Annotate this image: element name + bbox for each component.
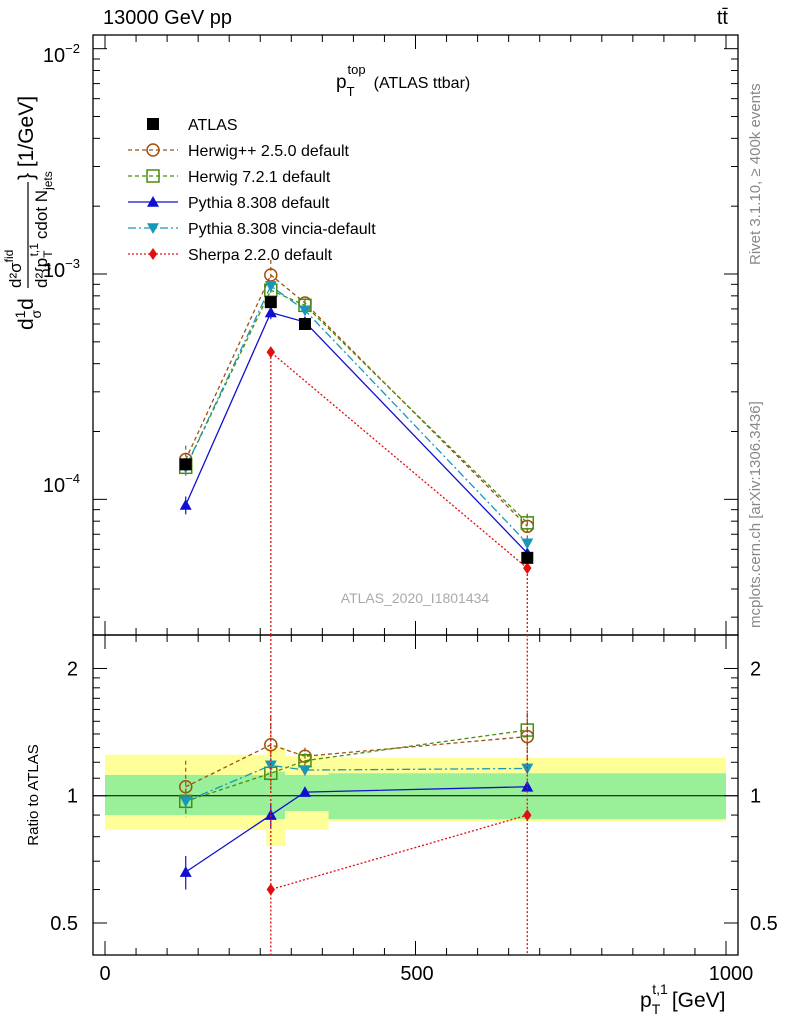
series-point (298, 305, 311, 317)
plot-title-sup: top (348, 62, 366, 77)
mcplots-label: mcplots.cern.ch [arXiv:1306.3436] (747, 401, 764, 628)
ratio-point (521, 763, 534, 775)
ratio-series-line (270, 635, 528, 891)
plot-title: pTtop (ATLAS ttbar) (336, 62, 470, 99)
x-label-unit: [GeV] (672, 989, 726, 1012)
ratio-tick-label-left: 0.5 (50, 913, 78, 935)
process-label: tt̄ (717, 7, 729, 29)
y-label-frac1-num: 1 (12, 310, 28, 318)
plot-title-suffix: (ATLAS ttbar) (374, 75, 471, 92)
series-point (264, 268, 278, 282)
ratio-tick-label-left: 1 (67, 786, 78, 808)
ratio-axis-ticks (93, 667, 738, 924)
ratio-point (179, 866, 192, 877)
y-main-tick-label: 10−4 (43, 471, 80, 497)
legend-marker (147, 196, 159, 207)
series-point (523, 562, 532, 575)
x-label-T: T (652, 1001, 661, 1017)
legend-label: Sherpa 2.2.0 default (188, 247, 333, 264)
y-ratio-axis-label: Ratio to ATLAS (25, 744, 42, 845)
ratio-point (521, 780, 534, 792)
ratio-point (298, 786, 311, 797)
series-point (521, 538, 534, 550)
y-label-unit: } [1/GeV] (15, 96, 38, 180)
x-label-t1: t,1 (652, 981, 668, 997)
y-label-fid: fid (2, 250, 16, 263)
y-main-tick-label: 10−2 (43, 41, 80, 67)
y-label-T: T (41, 250, 55, 258)
ratio-tick-label-right: 0.5 (750, 913, 778, 935)
series-line (185, 284, 528, 544)
series-line (185, 311, 528, 554)
legend-label: Pythia 8.308 default (188, 195, 330, 212)
y-label-d2: d (15, 298, 38, 310)
legend-label: ATLAS (188, 117, 238, 134)
legend-marker (147, 223, 159, 234)
legend-label: Herwig++ 2.5.0 default (188, 143, 350, 160)
y-label-frac2-den: d²{pTt,1cdot Njets (27, 171, 55, 288)
legend-marker (147, 118, 159, 130)
x-axis-label: pTt,1 [GeV] (640, 981, 726, 1017)
series-point (264, 281, 277, 292)
y-label-d: d (15, 318, 38, 330)
legend-label: Pythia 8.308 vincia-default (188, 221, 376, 238)
ratio-tick-label-right: 1 (750, 786, 761, 808)
data-point (521, 551, 534, 564)
series-line (270, 350, 528, 635)
legend-marker (148, 248, 158, 260)
plot-title-main: p (336, 72, 347, 93)
ratio-tick-label-right: 2 (750, 658, 761, 680)
ratio-point (264, 760, 277, 772)
series-line (185, 273, 528, 527)
series-line (185, 289, 528, 524)
ratio-series-line (185, 786, 528, 873)
legend-label: Herwig 7.2.1 default (188, 169, 331, 186)
ratio-point (266, 883, 276, 896)
x-tick-label: 0 (99, 963, 110, 985)
main-axis-ticks (93, 35, 738, 955)
ratio-point (179, 796, 192, 808)
y-main-tick-label: 10−3 (43, 256, 80, 282)
ratio-tick-labels: 2 2 1 1 0.5 0.5 (50, 658, 778, 935)
ratio-point (298, 765, 311, 777)
series-point (264, 306, 277, 318)
y-label-frac2-num: d²σfid (2, 250, 25, 288)
ratio-point (523, 809, 532, 822)
ratio-series-line (185, 729, 528, 802)
y-label-cdot: cdot N (32, 190, 51, 239)
x-tick-label: 1000 (709, 963, 754, 985)
y-main-axis-label: d1σd d²σfid d²{pTt,1cdot Njets } [1/GeV] (2, 96, 55, 330)
y-label-t1: t,1 (27, 243, 41, 257)
legend-marker (146, 143, 160, 157)
series-point (520, 516, 535, 530)
main-series-group (178, 259, 535, 635)
y-label-jets: jets (41, 171, 55, 191)
rivet-version-label: Rivet 3.1.10, ≥ 400k events (747, 83, 764, 265)
x-tick-label: 500 (400, 963, 433, 985)
ratio-point (264, 738, 278, 752)
series-point (179, 498, 192, 510)
legend-marker (146, 169, 160, 183)
svg-text:d1σd: d1σd (12, 298, 44, 330)
x-label-p: p (640, 989, 652, 1012)
ratio-tick-label-left: 2 (67, 658, 78, 680)
data-point (179, 458, 192, 471)
data-point (298, 317, 311, 330)
data-point (264, 296, 277, 309)
ratio-point (264, 809, 277, 820)
y-label-frac1-den: σ (28, 310, 44, 319)
ratio-series-group (178, 635, 535, 955)
series-point (266, 346, 276, 359)
analysis-watermark: ATLAS_2020_I1801434 (341, 590, 490, 606)
legend: ATLAS Herwig++ 2.5.0 default Herwig 7.2.1 … (128, 117, 376, 264)
ratio-series-line (185, 735, 528, 788)
plot-title-sub: T (347, 84, 355, 99)
energy-label: 13000 GeV pp (103, 7, 232, 29)
